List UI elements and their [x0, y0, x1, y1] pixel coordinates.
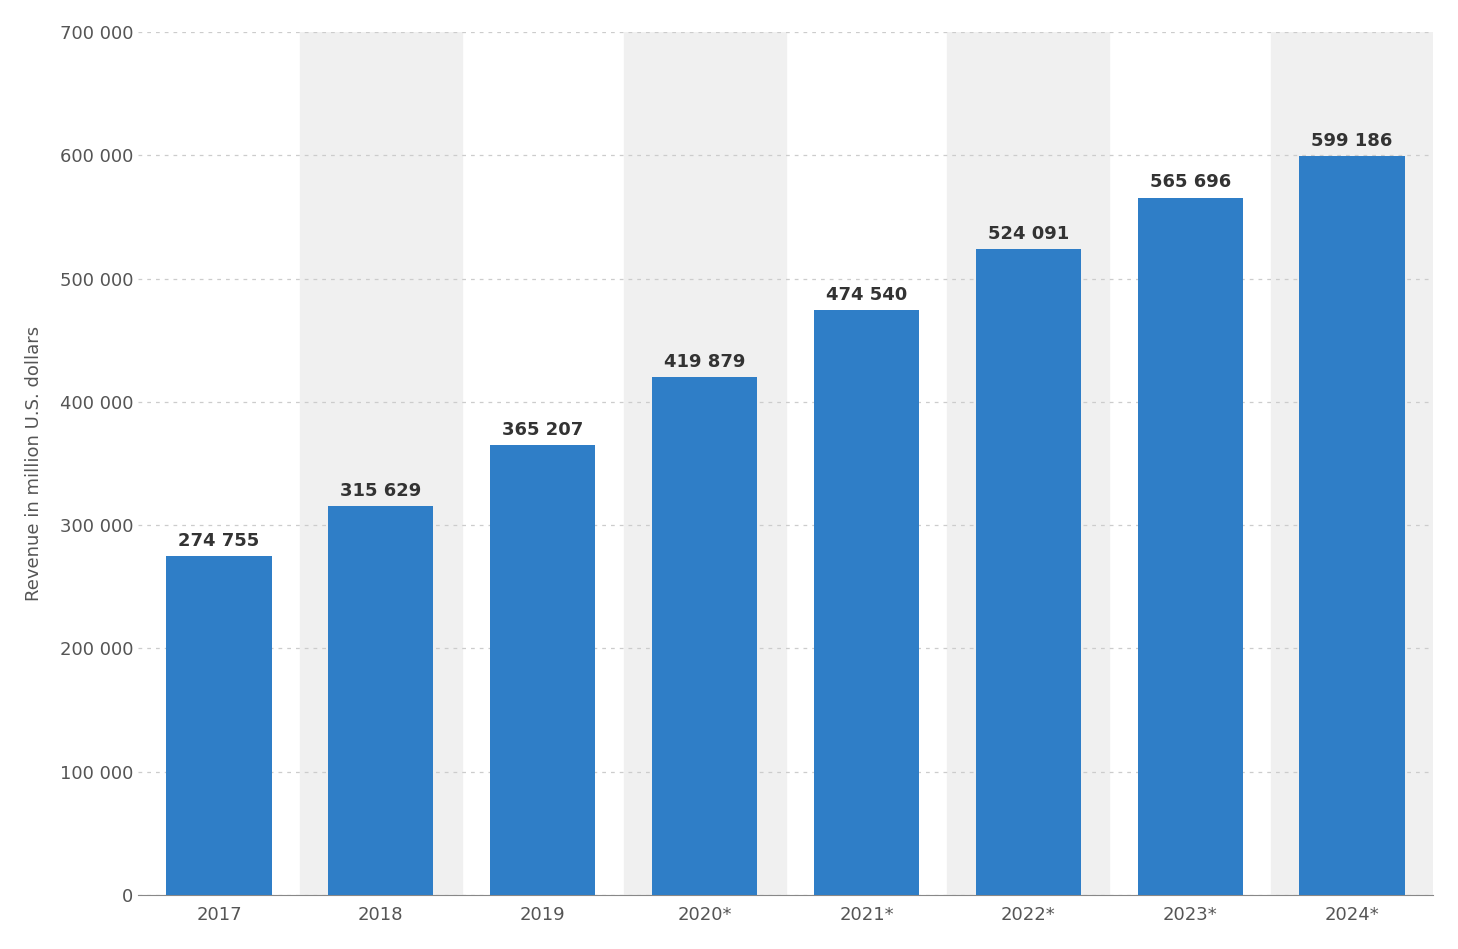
Text: 274 755: 274 755: [178, 532, 260, 550]
Bar: [1299, 157, 1404, 895]
Bar: [652, 378, 757, 895]
Text: 365 207: 365 207: [502, 420, 583, 438]
Text: 524 091: 524 091: [987, 225, 1069, 243]
Text: 315 629: 315 629: [340, 482, 421, 500]
Bar: [166, 556, 271, 895]
Bar: [1137, 197, 1242, 895]
Text: 599 186: 599 186: [1311, 132, 1392, 150]
Text: 565 696: 565 696: [1149, 174, 1231, 192]
Bar: [300, 32, 462, 895]
Bar: [1271, 32, 1433, 895]
Bar: [948, 32, 1110, 895]
Text: 419 879: 419 879: [663, 353, 745, 371]
Bar: [624, 32, 786, 895]
Bar: [975, 249, 1080, 895]
Bar: [490, 445, 595, 895]
Bar: [814, 310, 919, 895]
Bar: [328, 506, 433, 895]
Y-axis label: Revenue in million U.S. dollars: Revenue in million U.S. dollars: [25, 326, 42, 601]
Text: 474 540: 474 540: [825, 286, 907, 304]
